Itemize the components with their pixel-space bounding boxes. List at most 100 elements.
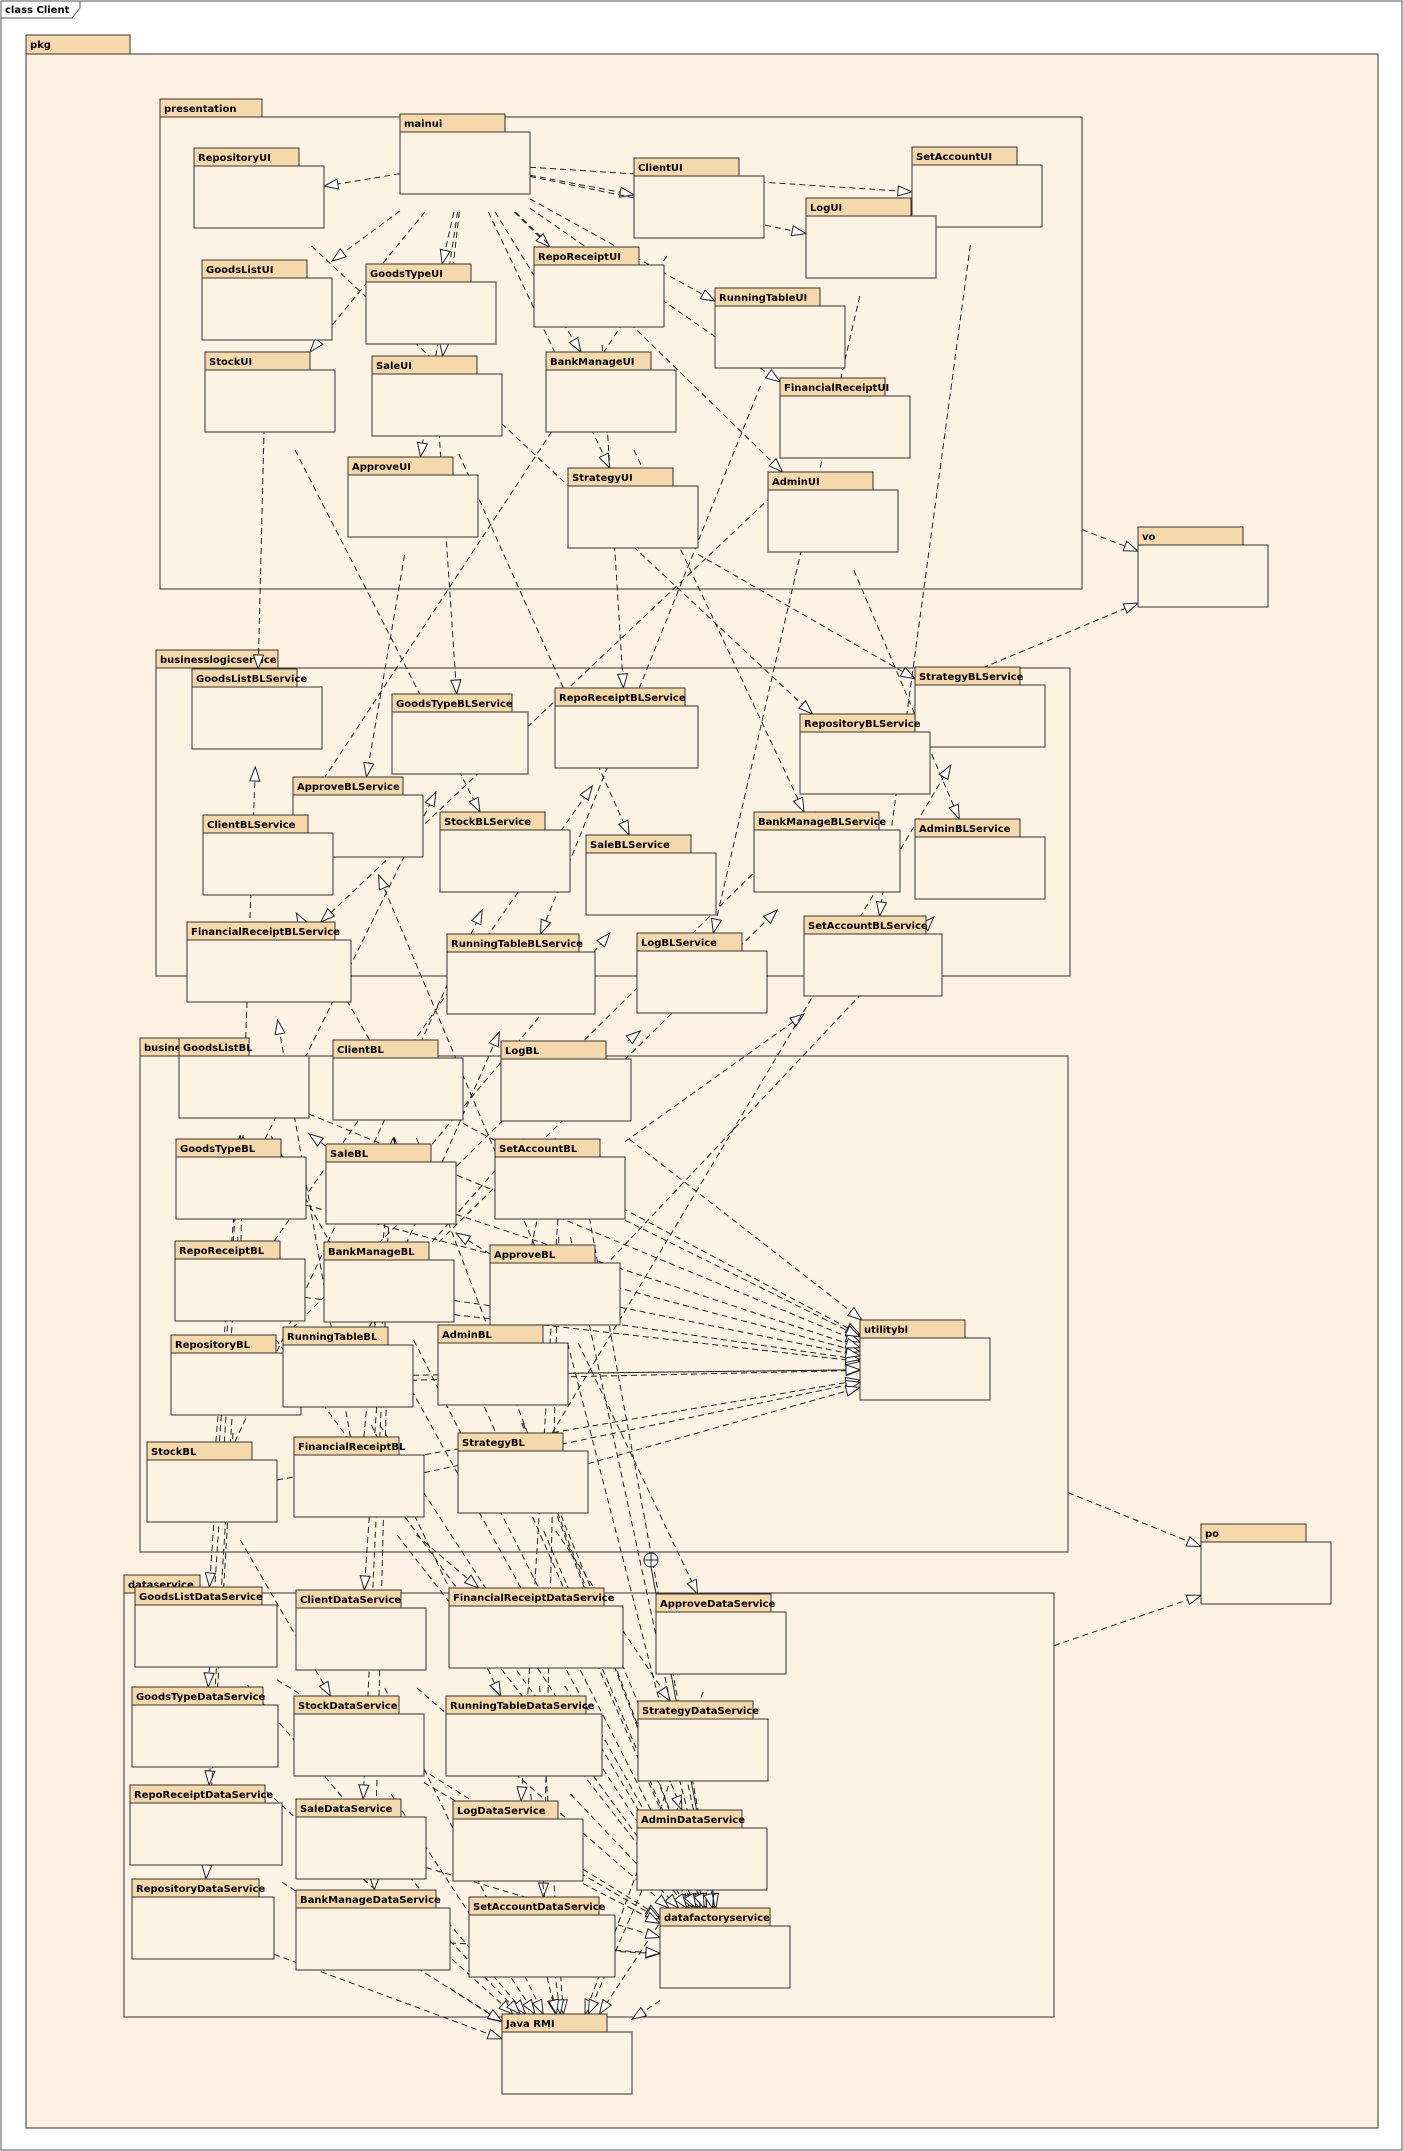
package-mainui[interactable]: mainui [399, 113, 531, 195]
package-financialreceiptbl[interactable]: FinancialReceiptBL [293, 1436, 425, 1518]
package-label: GoodsTypeUI [370, 269, 443, 280]
package-setaccountdataservice[interactable]: SetAccountDataService [468, 1896, 616, 1978]
package-repositorydataservice[interactable]: RepositoryDataService [131, 1878, 275, 1960]
package-label: AdminDataService [641, 1815, 745, 1826]
package-datafactoryservice[interactable]: datafactoryservice [659, 1907, 791, 1989]
package-label: RepoReceiptDataService [134, 1790, 273, 1801]
dependency-SaleBL-to-GoodsListBL [309, 1134, 327, 1146]
package-stockdataservice[interactable]: StockDataService [293, 1695, 425, 1777]
dependency-SetAccountBL-to-SetAccountBLService [624, 1014, 804, 1143]
package-reporeceiptbl[interactable]: RepoReceiptBL [174, 1240, 306, 1322]
package-logdataservice[interactable]: LogDataService [452, 1800, 584, 1882]
dependency-AdminBL-to-utilitybl [567, 1370, 860, 1373]
package-adminbl[interactable]: AdminBL [437, 1324, 569, 1406]
package-label: RunningTableBLService [451, 939, 583, 950]
package-vo[interactable]: vo [1137, 526, 1269, 608]
package-goodslistblservice[interactable]: GoodsListBLService [191, 668, 323, 750]
package-financialreceiptui[interactable]: FinancialReceiptUI [779, 377, 911, 459]
package-logblservice[interactable]: LogBLService [636, 932, 768, 1014]
package-label: GoodsTypeBL [180, 1144, 256, 1155]
package-label: FinancialReceiptBLService [191, 927, 340, 938]
dependency-RunningTableBL-to-datafactoryservice [379, 1424, 693, 1908]
package-strategybl[interactable]: StrategyBL [457, 1432, 589, 1514]
package-reporeceiptblservice[interactable]: RepoReceiptBLService [554, 687, 699, 769]
package-label: LogBL [505, 1046, 540, 1057]
package-saleui[interactable]: SaleUI [371, 355, 503, 437]
group-label: presentation [164, 104, 236, 115]
package-reporeceiptui[interactable]: RepoReceiptUI [533, 246, 665, 328]
package-salebl[interactable]: SaleBL [325, 1143, 457, 1225]
package-strategyblservice[interactable]: StrategyBLService [914, 666, 1046, 748]
package-financialreceiptblservice[interactable]: FinancialReceiptBLService [186, 921, 352, 1003]
package-saledataservice[interactable]: SaleDataService [295, 1798, 427, 1880]
package-runningtabledataservice[interactable]: RunningTableDataService [445, 1695, 603, 1777]
package-repositoryblservice[interactable]: RepositoryBLService [799, 713, 931, 795]
dependency-GoodsTypeBL-to-utilitybl [305, 1204, 860, 1352]
package-clientbl[interactable]: ClientBL [332, 1039, 464, 1121]
package-setaccountblservice[interactable]: SetAccountBLService [803, 915, 943, 997]
package-adminblservice[interactable]: AdminBLService [914, 818, 1046, 900]
package-label: AdminUI [772, 477, 820, 488]
package-goodstypeui[interactable]: GoodsTypeUI [365, 263, 497, 345]
package-repositoryui[interactable]: RepositoryUI [193, 147, 325, 229]
package-label: RunningTableBL [287, 1332, 378, 1343]
package-po[interactable]: po [1200, 1523, 1332, 1605]
package-runningtableblservice[interactable]: RunningTableBLService [446, 933, 596, 1015]
package-bankmanagedataservice[interactable]: BankManageDataService [295, 1889, 451, 1971]
package-adminui[interactable]: AdminUI [767, 471, 899, 553]
package-goodstypebl[interactable]: GoodsTypeBL [175, 1138, 307, 1220]
package-admindataservice[interactable]: AdminDataService [636, 1809, 768, 1891]
package-goodslistbl[interactable]: GoodsListBL [178, 1037, 310, 1119]
package-goodstypedataservice[interactable]: GoodsTypeDataService [131, 1686, 279, 1768]
package-setaccountbl[interactable]: SetAccountBL [494, 1138, 626, 1220]
package-logbl[interactable]: LogBL [500, 1040, 632, 1122]
package-stockbl[interactable]: StockBL [146, 1441, 278, 1523]
package-strategydataservice[interactable]: StrategyDataService [637, 1700, 769, 1782]
package-utilitybl[interactable]: utilitybl [859, 1319, 991, 1401]
dependency-datafactoryservice-to-JavaRMI [632, 2000, 661, 2020]
package-label: ApproveBLService [297, 782, 400, 793]
dependency-mainui-to-RepoReceiptUI [514, 211, 549, 247]
package-bankmanageblservice[interactable]: BankManageBLService [753, 811, 901, 893]
package-label: LogBLService [641, 938, 717, 949]
package-label: RepoReceiptUI [538, 252, 621, 263]
package-clientblservice[interactable]: ClientBLService [202, 814, 334, 896]
package-approvedataservice[interactable]: ApproveDataService [655, 1593, 787, 1675]
package-stockui[interactable]: StockUI [204, 351, 336, 433]
package-runningtablebl[interactable]: RunningTableBL [282, 1326, 414, 1408]
package-label: RunningTableDataService [450, 1701, 595, 1712]
package-strategyui[interactable]: StrategyUI [567, 467, 699, 549]
package-logui[interactable]: LogUI [805, 197, 937, 279]
package-javarmi[interactable]: Java RMI [501, 2013, 633, 2095]
package-goodslistui[interactable]: GoodsListUI [201, 259, 333, 341]
package-bankmanageui[interactable]: BankManageUI [545, 351, 677, 433]
package-label: LogUI [810, 203, 842, 214]
package-approveblservice[interactable]: ApproveBLService [292, 776, 424, 858]
package-reporeceiptdataservice[interactable]: RepoReceiptDataService [129, 1784, 283, 1866]
package-approvebl[interactable]: ApproveBL [489, 1244, 621, 1326]
package-label: BankManageBL [328, 1247, 415, 1258]
package-runningtableui[interactable]: RunningTableUI [714, 287, 846, 369]
package-saleblservice[interactable]: SaleBLService [585, 834, 717, 916]
package-bankmanagebl[interactable]: BankManageBL [323, 1241, 455, 1323]
package-clientdataservice[interactable]: ClientDataService [295, 1589, 427, 1671]
package-goodstypeblservice[interactable]: GoodsTypeBLService [391, 693, 529, 775]
package-label: StrategyBL [462, 1438, 526, 1449]
package-goodslistdataservice[interactable]: GoodsListDataService [134, 1586, 278, 1668]
dependency-SetAccountBL-to-utilitybl [624, 1219, 860, 1337]
package-label: ApproveUI [352, 462, 411, 473]
package-approveui[interactable]: ApproveUI [347, 456, 479, 538]
package-financialreceiptdataservice[interactable]: FinancialReceiptDataService [448, 1587, 624, 1669]
package-label: StockBLService [444, 817, 531, 828]
package-label: StrategyDataService [642, 1706, 759, 1717]
package-label: StockUI [209, 357, 252, 368]
package-stockblservice[interactable]: StockBLService [439, 811, 571, 893]
dependency-mainui-to-ClientUI [529, 174, 634, 195]
package-label: GoodsListBL [183, 1043, 253, 1054]
diagram-title: class Client [5, 5, 70, 16]
package-label: SaleBLService [590, 840, 670, 851]
dependency-businesslogicservice-to-vo [982, 603, 1138, 669]
package-label: ApproveBL [494, 1250, 556, 1261]
package-clientui[interactable]: ClientUI [633, 157, 765, 239]
package-repositorybl[interactable]: RepositoryBL [170, 1334, 302, 1416]
